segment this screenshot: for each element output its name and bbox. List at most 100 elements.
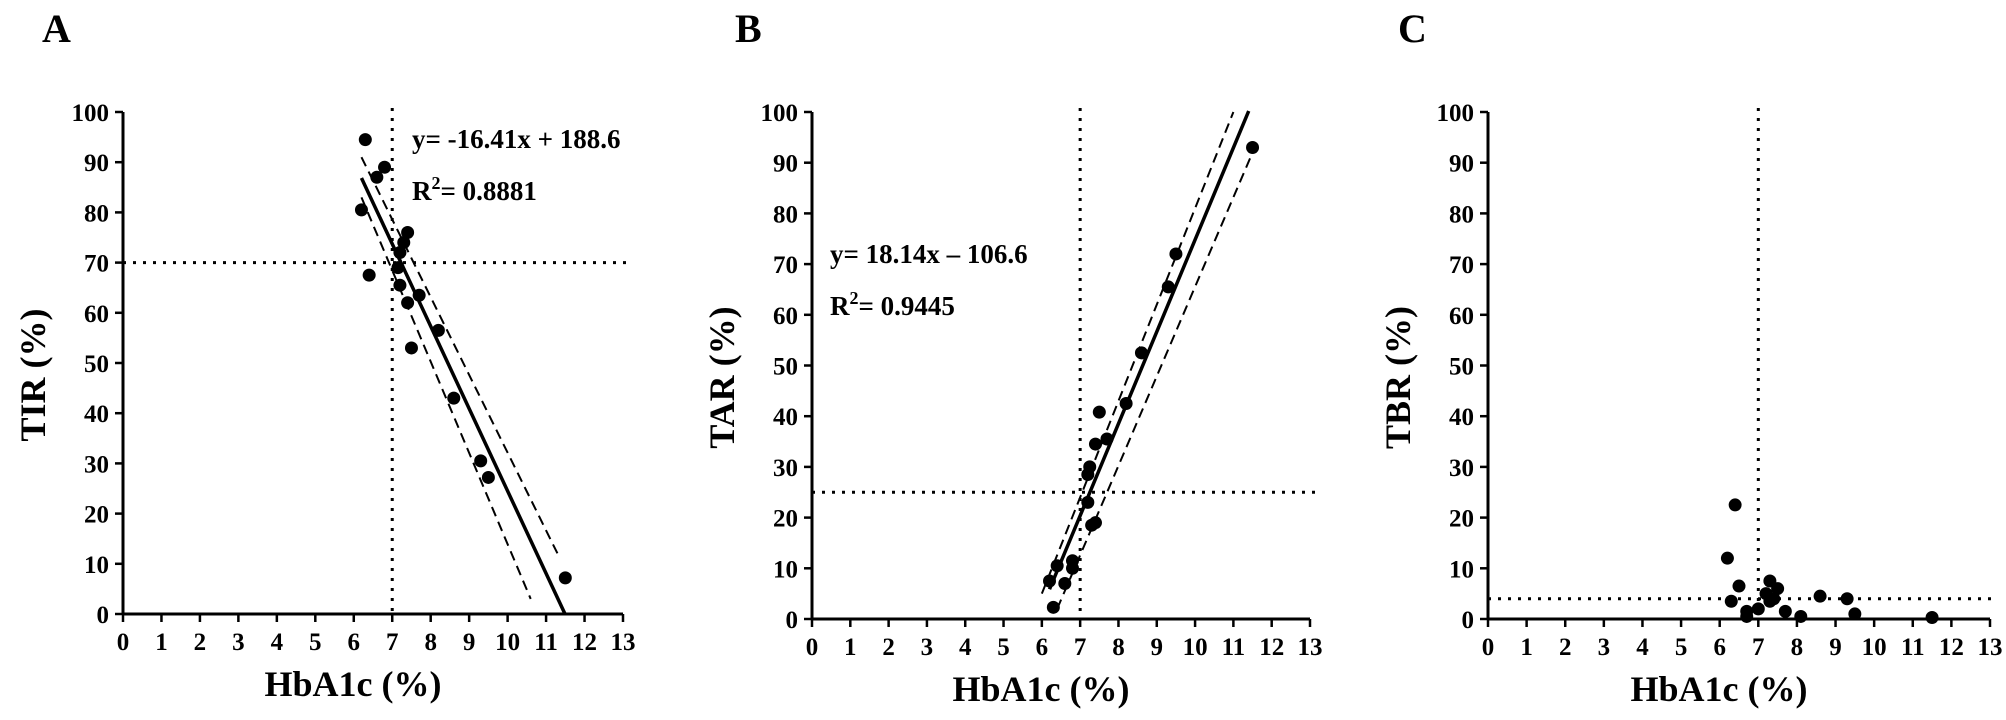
y-tick-label: 80: [84, 200, 109, 227]
data-point: [401, 225, 415, 239]
x-tick-label: 13: [1298, 634, 1323, 661]
y-tick-label: 80: [773, 201, 798, 228]
data-point: [1246, 140, 1260, 154]
x-tick-label: 3: [1598, 634, 1611, 661]
x-tick-label: 10: [1183, 634, 1208, 661]
x-tick-label: 8: [424, 629, 437, 656]
y-tick-label: 90: [84, 150, 109, 177]
data-point: [1092, 405, 1106, 419]
y-tick-label: 70: [84, 251, 109, 278]
data-point: [397, 236, 411, 250]
y-tick-label: 20: [84, 502, 109, 529]
x-tick-label: 13: [611, 629, 636, 656]
data-point: [393, 246, 407, 260]
x-tick-label: 12: [572, 629, 597, 656]
data-point: [1794, 609, 1808, 623]
data-point: [358, 133, 372, 147]
x-tick-label: 7: [1074, 634, 1087, 661]
data-point: [378, 160, 392, 174]
x-tick-label: 4: [1636, 634, 1649, 661]
x-tick-label: 6: [1036, 634, 1049, 661]
x-tick-label: 13: [1978, 634, 2003, 661]
ci-lower-line: [1056, 152, 1254, 610]
x-tick-label: 9: [1151, 634, 1164, 661]
y-tick-label: 90: [773, 151, 798, 178]
r-squared-label: R2= 0.8881: [412, 173, 537, 206]
data-point: [370, 170, 384, 184]
y-tick-label: 0: [97, 602, 110, 629]
x-tick-label: 6: [1713, 634, 1726, 661]
x-tick-label: 11: [534, 629, 558, 656]
data-point: [1046, 600, 1060, 614]
data-point: [447, 391, 461, 405]
data-point: [1161, 280, 1175, 294]
x-tick-label: 5: [1675, 634, 1688, 661]
data-point: [481, 470, 495, 484]
y-axis-label: TBR (%): [1378, 306, 1418, 449]
ci-upper-line: [360, 156, 559, 555]
r-squared-superscript: 2: [850, 288, 859, 308]
x-tick-label: 1: [844, 634, 857, 661]
x-tick-label: 10: [1862, 634, 1887, 661]
data-point: [558, 571, 572, 585]
y-tick-label: 10: [773, 556, 798, 583]
y-tick-label: 30: [1449, 455, 1474, 482]
x-tick-label: 7: [1752, 634, 1765, 661]
data-point: [1050, 559, 1064, 573]
data-point: [431, 323, 445, 337]
panel-letter: C: [1398, 6, 1427, 51]
x-tick-label: 2: [882, 634, 895, 661]
y-axis-label: TIR (%): [13, 309, 53, 442]
r-squared-prefix: R: [412, 176, 432, 206]
x-axis-label: HbA1c (%): [953, 669, 1130, 709]
data-point: [1083, 460, 1097, 474]
x-tick-label: 2: [1559, 634, 1572, 661]
y-tick-label: 40: [773, 404, 798, 431]
r-squared-value: = 0.9445: [859, 291, 955, 321]
x-tick-label: 0: [806, 634, 819, 661]
data-point: [393, 278, 407, 292]
x-tick-label: 4: [959, 634, 972, 661]
data-point: [1169, 247, 1183, 261]
data-point: [1119, 397, 1133, 411]
x-tick-label: 9: [463, 629, 476, 656]
y-tick-label: 40: [1449, 404, 1474, 431]
x-axis-label: HbA1c (%): [1631, 669, 1808, 709]
data-point: [404, 341, 418, 355]
data-point: [1778, 604, 1792, 618]
data-point: [1813, 589, 1827, 603]
x-tick-label: 6: [348, 629, 361, 656]
y-tick-label: 40: [84, 401, 109, 428]
y-tick-label: 100: [72, 100, 110, 127]
regression-line: [1047, 110, 1251, 590]
data-point: [1751, 602, 1765, 616]
x-tick-label: 1: [1520, 634, 1533, 661]
x-tick-label: 2: [194, 629, 207, 656]
y-tick-label: 30: [773, 455, 798, 482]
y-tick-label: 60: [773, 303, 798, 330]
data-point: [1732, 579, 1746, 593]
ci-lower-line: [360, 196, 532, 600]
y-tick-label: 30: [84, 451, 109, 478]
data-point: [1081, 495, 1095, 509]
regression-equation: y= 18.14x – 106.6: [830, 239, 1028, 269]
y-axis-label: TAR (%): [702, 306, 742, 448]
data-point: [1728, 498, 1742, 512]
data-point: [1100, 432, 1114, 446]
x-tick-label: 10: [495, 629, 520, 656]
x-tick-label: 5: [997, 634, 1010, 661]
y-tick-label: 20: [1449, 506, 1474, 533]
data-point: [1740, 609, 1754, 623]
y-tick-label: 10: [1449, 556, 1474, 583]
data-point: [1065, 554, 1079, 568]
y-tick-label: 50: [1449, 354, 1474, 381]
data-point: [412, 288, 426, 302]
x-tick-label: 1: [155, 629, 168, 656]
r-squared-prefix: R: [830, 291, 850, 321]
y-tick-label: 60: [84, 301, 109, 328]
x-tick-label: 11: [1222, 634, 1246, 661]
data-point: [1848, 607, 1862, 621]
y-tick-label: 0: [1462, 607, 1475, 634]
